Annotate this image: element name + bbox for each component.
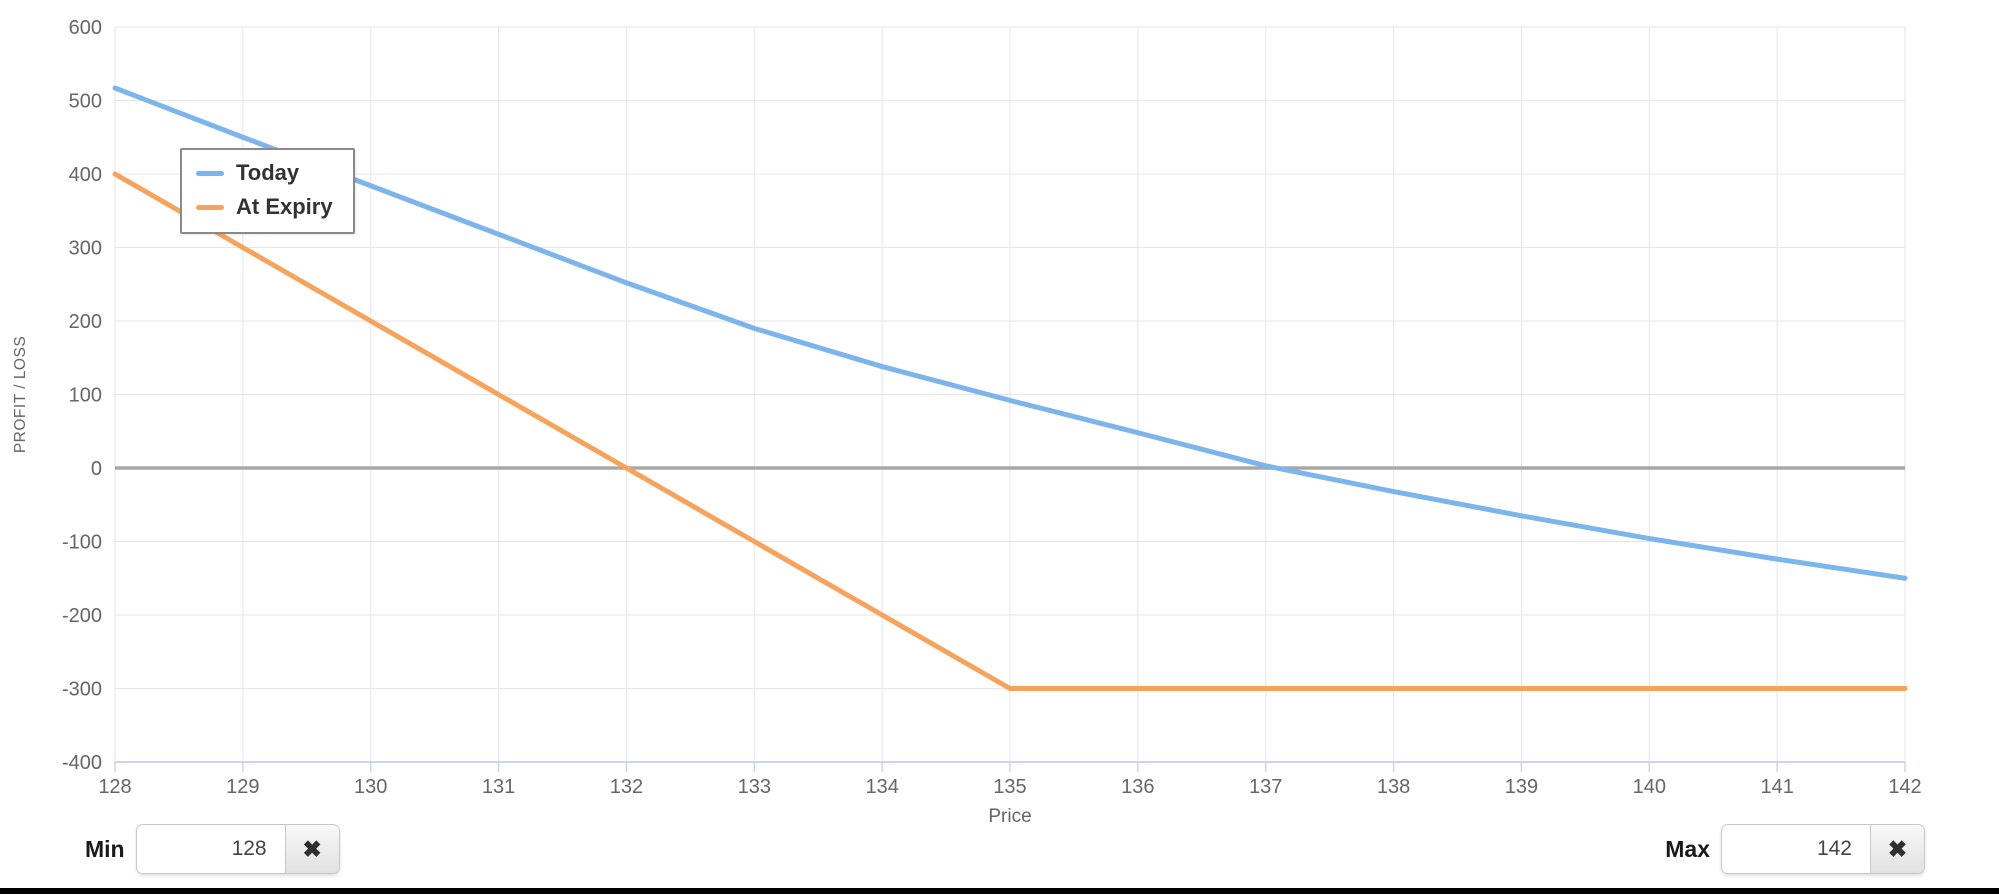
min-control: Min ✖ (85, 824, 340, 874)
x-tick-label: 129 (226, 776, 259, 798)
x-tick-label: 128 (98, 776, 131, 798)
y-tick-label: 400 (69, 164, 102, 186)
x-tick-label: 137 (1249, 776, 1282, 798)
x-tick-label: 138 (1377, 776, 1410, 798)
series-line-at-expiry (112, 171, 1908, 691)
series-line-today (112, 85, 1908, 581)
clear-x-icon: ✖ (302, 835, 322, 862)
at-expiry-line-swatch-icon (196, 204, 224, 210)
legend-label-at-expiry: At Expiry (236, 194, 333, 219)
x-tick-label: 132 (610, 776, 643, 798)
y-tick-label: 300 (69, 238, 102, 260)
bottom-divider (0, 888, 1999, 894)
x-tick-label: 141 (1760, 776, 1793, 798)
y-tick-label: 200 (69, 311, 102, 333)
legend-label-today: Today (236, 160, 300, 185)
y-axis-title: PROFIT / LOSS (12, 336, 29, 453)
y-tick-labels: 600 500 400 300 200 100 0 -100 -200 -300 -400 (62, 17, 102, 774)
max-clear-button[interactable]: ✖ (1870, 825, 1924, 873)
max-input-group: ✖ (1721, 824, 1925, 874)
x-tick-label: 140 (1633, 776, 1666, 798)
x-tick-label: 136 (1121, 776, 1154, 798)
x-tick-label: 139 (1505, 776, 1538, 798)
min-input-group: ✖ (135, 824, 340, 874)
chart-legend: Today At Expiry (180, 148, 355, 234)
x-tick-label: 133 (738, 776, 771, 798)
today-line-swatch-icon (196, 170, 224, 176)
min-label: Min (85, 835, 125, 862)
y-tick-label: 500 (69, 91, 102, 113)
y-tick-label: 600 (69, 17, 102, 39)
y-tick-label: 100 (69, 385, 102, 407)
x-tick-labels: 128 129 130 131 132 133 134 135 136 137 138 139 140 1… (98, 776, 1921, 798)
y-tick-label: -200 (62, 605, 102, 627)
x-tick-label: 130 (354, 776, 387, 798)
chart-area: 600 500 400 300 200 100 0 -100 -200 -300 -400 128 12… (12, 17, 1922, 827)
x-tick-label: 131 (482, 776, 515, 798)
max-control: Max ✖ (1665, 824, 1925, 874)
clear-x-icon: ✖ (1887, 835, 1908, 862)
legend-item-at-expiry[interactable]: At Expiry (196, 194, 333, 220)
legend-item-today[interactable]: Today (196, 160, 333, 186)
y-tick-label: 0 (91, 458, 102, 480)
min-clear-button[interactable]: ✖ (284, 825, 339, 873)
y-tick-label: -100 (62, 532, 102, 554)
x-axis-title: Price (988, 806, 1031, 827)
max-label: Max (1665, 835, 1710, 862)
y-tick-label: -300 (62, 679, 102, 701)
max-input[interactable] (1722, 825, 1870, 873)
y-tick-label: -400 (62, 752, 102, 774)
x-tick-label: 135 (993, 776, 1026, 798)
x-tick-label: 134 (865, 776, 898, 798)
min-input[interactable] (136, 825, 285, 873)
x-tick-label: 142 (1888, 776, 1921, 798)
